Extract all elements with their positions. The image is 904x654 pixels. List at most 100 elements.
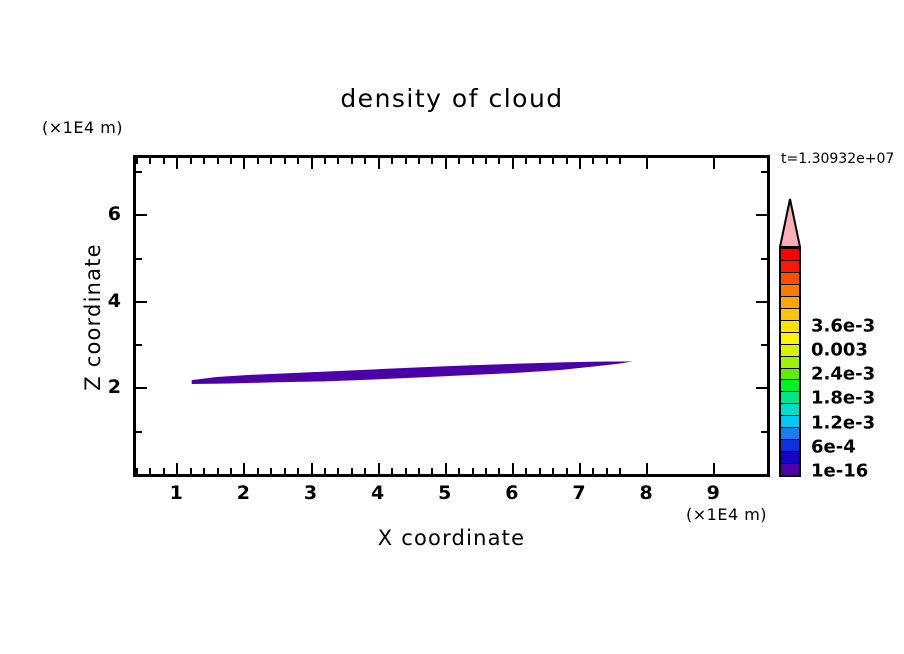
colorbar-band (781, 308, 799, 321)
x-tick-mark (592, 468, 595, 474)
x-tick-mark (565, 158, 568, 164)
x-tick-mark (203, 158, 206, 164)
x-tick-mark (511, 463, 514, 474)
x-tick-mark (162, 158, 165, 164)
x-axis-unit-label: (×1E4 m) (686, 505, 768, 524)
x-tick-mark (579, 463, 582, 474)
colorbar-tick-label: 6e-4 (811, 436, 856, 458)
x-tick-mark (619, 468, 622, 474)
x-tick-mark (256, 158, 259, 164)
colorbar-band (781, 332, 799, 345)
page-title: density of cloud (340, 84, 564, 113)
colorbar-band (781, 260, 799, 273)
x-tick-mark (189, 468, 192, 474)
x-tick-label: 7 (572, 482, 586, 504)
y-tick-mark (136, 387, 147, 390)
y-tick-mark (136, 430, 142, 433)
x-tick-mark (605, 468, 608, 474)
colorbar-band (781, 464, 799, 476)
x-tick-mark (458, 158, 461, 164)
x-tick-mark (471, 158, 474, 164)
x-tick-mark (149, 158, 152, 164)
x-tick-mark (713, 463, 716, 474)
x-tick-mark (552, 468, 555, 474)
plot-frame (133, 155, 770, 477)
colorbar-band (781, 272, 799, 285)
time-annotation: t=1.30932e+07 (781, 151, 895, 167)
y-tick-label: 4 (107, 289, 121, 312)
colorbar-strip (779, 247, 801, 477)
colorbar-tick-label: 1.2e-3 (811, 412, 876, 434)
colorbar-tick-label: 1.8e-3 (811, 387, 876, 409)
y-tick-mark (136, 257, 142, 260)
x-tick-mark (270, 468, 273, 474)
y-tick-mark (136, 214, 147, 217)
x-tick-mark (444, 158, 447, 169)
colorbar-band (781, 296, 799, 309)
y-tick-mark (136, 344, 142, 347)
x-tick-mark (552, 158, 555, 164)
x-tick-mark (243, 158, 246, 169)
x-tick-label: 6 (505, 482, 519, 504)
colorbar-band (781, 320, 799, 333)
y-tick-mark (761, 170, 767, 173)
y-tick-mark (761, 257, 767, 260)
x-tick-mark (431, 158, 434, 164)
x-tick-mark (364, 158, 367, 164)
x-tick-mark (377, 158, 380, 169)
x-tick-label: 5 (438, 482, 452, 504)
x-tick-label: 3 (303, 482, 318, 504)
x-tick-mark (538, 158, 541, 164)
colorbar-tick-label: 0.003 (811, 339, 868, 361)
x-tick-mark (646, 463, 649, 474)
x-tick-mark (431, 468, 434, 474)
x-tick-label: 1 (169, 482, 183, 504)
x-tick-mark (364, 468, 367, 474)
x-tick-mark (713, 158, 716, 169)
y-tick-mark (756, 387, 767, 390)
x-tick-label: 2 (236, 482, 251, 504)
x-tick-mark (350, 158, 353, 164)
x-tick-mark (605, 158, 608, 164)
x-tick-label: 9 (706, 482, 720, 504)
x-tick-mark (444, 463, 447, 474)
x-tick-mark (136, 468, 138, 474)
x-tick-mark (377, 463, 380, 474)
y-tick-mark (761, 430, 767, 433)
x-tick-mark (525, 158, 528, 164)
y-tick-mark (756, 214, 767, 217)
y-tick-label: 2 (107, 376, 121, 399)
x-tick-mark (417, 158, 420, 164)
x-tick-mark (162, 468, 165, 474)
y-tick-mark (136, 300, 147, 303)
x-tick-label: 4 (371, 482, 385, 504)
x-tick-mark (350, 468, 353, 474)
colorbar-band (781, 368, 799, 381)
x-tick-mark (216, 468, 219, 474)
x-tick-mark (538, 468, 541, 474)
colorbar-band (781, 249, 799, 261)
cloud-contour-polygon (191, 361, 633, 384)
x-tick-mark (525, 468, 528, 474)
y-tick-mark (756, 300, 767, 303)
x-tick-mark (310, 463, 313, 474)
x-tick-mark (404, 468, 407, 474)
x-tick-mark (283, 468, 286, 474)
x-tick-mark (646, 158, 649, 169)
x-tick-mark (203, 468, 206, 474)
x-tick-mark (592, 158, 595, 164)
x-tick-mark (565, 468, 568, 474)
plot-area (136, 158, 767, 474)
y-tick-mark (136, 170, 142, 173)
x-tick-mark (619, 158, 622, 164)
x-tick-mark (176, 158, 179, 169)
colorbar-band (781, 440, 799, 453)
colorbar-band (781, 284, 799, 297)
x-tick-mark (243, 463, 246, 474)
x-tick-mark (229, 468, 232, 474)
cloud-contour-region (191, 361, 633, 384)
x-tick-mark (149, 468, 152, 474)
x-tick-mark (270, 158, 273, 164)
x-tick-mark (404, 158, 407, 164)
colorbar-band (781, 428, 799, 441)
